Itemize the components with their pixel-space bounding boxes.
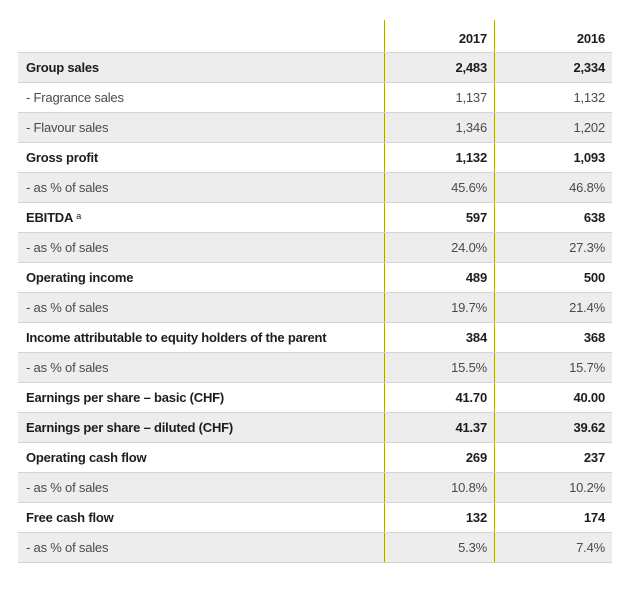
value-2017: 489	[384, 263, 494, 292]
table-row: - as % of sales 15.5% 15.7%	[18, 353, 612, 383]
table-row: Operating income 489 500	[18, 263, 612, 293]
table-row: Earnings per share – diluted (CHF) 41.37 3…	[18, 413, 612, 443]
value-2017: 45.6%	[384, 173, 494, 202]
row-label: - Fragrance sales	[26, 90, 124, 105]
column-header-2017: 2017	[384, 20, 494, 52]
table-row: - as % of sales 45.6% 46.8%	[18, 173, 612, 203]
table-row: Gross profit 1,132 1,093	[18, 143, 612, 173]
value-2016: 368	[494, 323, 612, 352]
row-label: Income attributable to equity holders of…	[26, 330, 327, 345]
row-label: - as % of sales	[26, 240, 109, 255]
value-2016: 237	[494, 443, 612, 472]
value-2017: 1,132	[384, 143, 494, 172]
table-header-row: 2017 2016	[18, 20, 612, 53]
value-2016: 21.4%	[494, 293, 612, 322]
row-label: - as % of sales	[26, 300, 109, 315]
row-label: Earnings per share – basic (CHF)	[26, 390, 225, 405]
row-label: - as % of sales	[26, 540, 109, 555]
table-row: Free cash flow 132 174	[18, 503, 612, 533]
header-spacer	[18, 20, 384, 52]
value-2017: 41.37	[384, 413, 494, 442]
table-row: - as % of sales 5.3% 7.4%	[18, 533, 612, 563]
row-label: - as % of sales	[26, 360, 109, 375]
value-2016: 638	[494, 203, 612, 232]
value-2017: 269	[384, 443, 494, 472]
table-row: - as % of sales 24.0% 27.3%	[18, 233, 612, 263]
financial-summary-table: 2017 2016 Group sales 2,483 2,334- Fragran…	[18, 20, 612, 563]
value-2017: 597	[384, 203, 494, 232]
value-2016: 27.3%	[494, 233, 612, 262]
value-2017: 132	[384, 503, 494, 532]
value-2016: 40.00	[494, 383, 612, 412]
value-2017: 5.3%	[384, 533, 494, 562]
row-label: - as % of sales	[26, 180, 109, 195]
value-2017: 24.0%	[384, 233, 494, 262]
row-label: EBITDA a	[26, 210, 82, 225]
table-row: Operating cash flow 269 237	[18, 443, 612, 473]
value-2016: 46.8%	[494, 173, 612, 202]
table-body: Group sales 2,483 2,334 - Fragrance sales 1,…	[18, 53, 612, 563]
row-label: Earnings per share – diluted (CHF)	[26, 420, 234, 435]
value-2016: 500	[494, 263, 612, 292]
table-row: - as % of sales 19.7% 21.4%	[18, 293, 612, 323]
table-row: Group sales 2,483 2,334	[18, 53, 612, 83]
table-row: EBITDA a 597 638	[18, 203, 612, 233]
footnote-marker: a	[76, 211, 82, 221]
value-2016: 2,334	[494, 53, 612, 82]
table-row: - Fragrance sales 1,137 1,132	[18, 83, 612, 113]
row-label: - Flavour sales	[26, 120, 109, 135]
value-2017: 19.7%	[384, 293, 494, 322]
value-2016: 15.7%	[494, 353, 612, 382]
row-label: - as % of sales	[26, 480, 109, 495]
value-2016: 10.2%	[494, 473, 612, 502]
column-header-2016: 2016	[494, 20, 612, 52]
row-label: Operating income	[26, 270, 134, 285]
value-2017: 2,483	[384, 53, 494, 82]
value-2016: 7.4%	[494, 533, 612, 562]
value-2017: 1,137	[384, 83, 494, 112]
row-label: Gross profit	[26, 150, 98, 165]
value-2017: 15.5%	[384, 353, 494, 382]
value-2017: 10.8%	[384, 473, 494, 502]
value-2017: 384	[384, 323, 494, 352]
table-row: Earnings per share – basic (CHF) 41.70 40.…	[18, 383, 612, 413]
value-2016: 1,202	[494, 113, 612, 142]
value-2017: 41.70	[384, 383, 494, 412]
value-2016: 1,132	[494, 83, 612, 112]
value-2016: 174	[494, 503, 612, 532]
row-label: Free cash flow	[26, 510, 114, 525]
row-label: Operating cash flow	[26, 450, 147, 465]
table-row: - Flavour sales 1,346 1,202	[18, 113, 612, 143]
table-row: - as % of sales 10.8% 10.2%	[18, 473, 612, 503]
value-2017: 1,346	[384, 113, 494, 142]
table-row: Income attributable to equity holders of…	[18, 323, 612, 353]
row-label: Group sales	[26, 60, 99, 75]
value-2016: 1,093	[494, 143, 612, 172]
value-2016: 39.62	[494, 413, 612, 442]
